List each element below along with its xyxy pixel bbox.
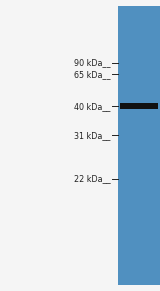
Text: 22 kDa__: 22 kDa__ [74, 175, 110, 183]
Bar [118, 6, 160, 285]
Text: 90 kDa__: 90 kDa__ [74, 58, 110, 67]
Bar [120, 103, 158, 109]
Text: 40 kDa__: 40 kDa__ [74, 102, 110, 111]
Text: 31 kDa__: 31 kDa__ [74, 131, 110, 140]
Text: 65 kDa__: 65 kDa__ [74, 70, 110, 79]
